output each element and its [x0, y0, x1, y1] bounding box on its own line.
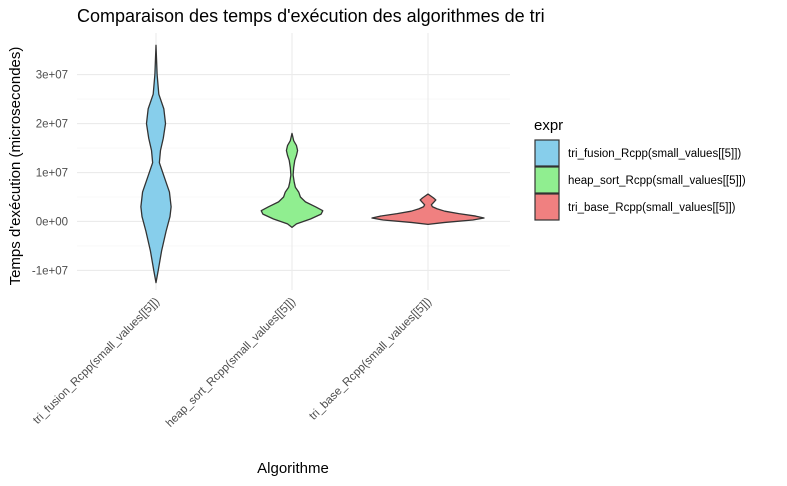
- legend-label: heap_sort_Rcpp(small_values[[5]]): [568, 175, 746, 187]
- y-tick-label: -1e+07: [32, 265, 68, 277]
- x-axis-title: Algorithme: [257, 460, 329, 477]
- violin-1: [140, 44, 172, 284]
- chart-title: Comparaison des temps d'exécution des al…: [77, 6, 545, 26]
- y-tick-label: 3e+07: [36, 70, 68, 82]
- y-axis-title: Temps d'exécution (microsecondes): [7, 47, 24, 286]
- legend-label: tri_base_Rcpp(small_values[[5]]): [568, 202, 736, 214]
- legend-swatch: [534, 166, 560, 194]
- legend-title: expr: [534, 117, 563, 134]
- legend: expr tri_fusion_Rcpp(small_values[[5]])h…: [534, 117, 746, 221]
- y-axis-ticks: -1e+07 0e+00 1e+07 2e+07 3e+07: [32, 70, 68, 278]
- legend-swatch: [534, 139, 560, 167]
- violins: [140, 44, 485, 284]
- y-tick-label: 2e+07: [36, 119, 68, 131]
- y-tick-label: 0e+00: [36, 216, 68, 228]
- y-tick-label: 1e+07: [36, 168, 68, 180]
- legend-swatch: [534, 193, 560, 221]
- violin-2: [260, 132, 324, 228]
- legend-label: tri_fusion_Rcpp(small_values[[5]]): [568, 148, 741, 160]
- violin-3: [371, 193, 485, 226]
